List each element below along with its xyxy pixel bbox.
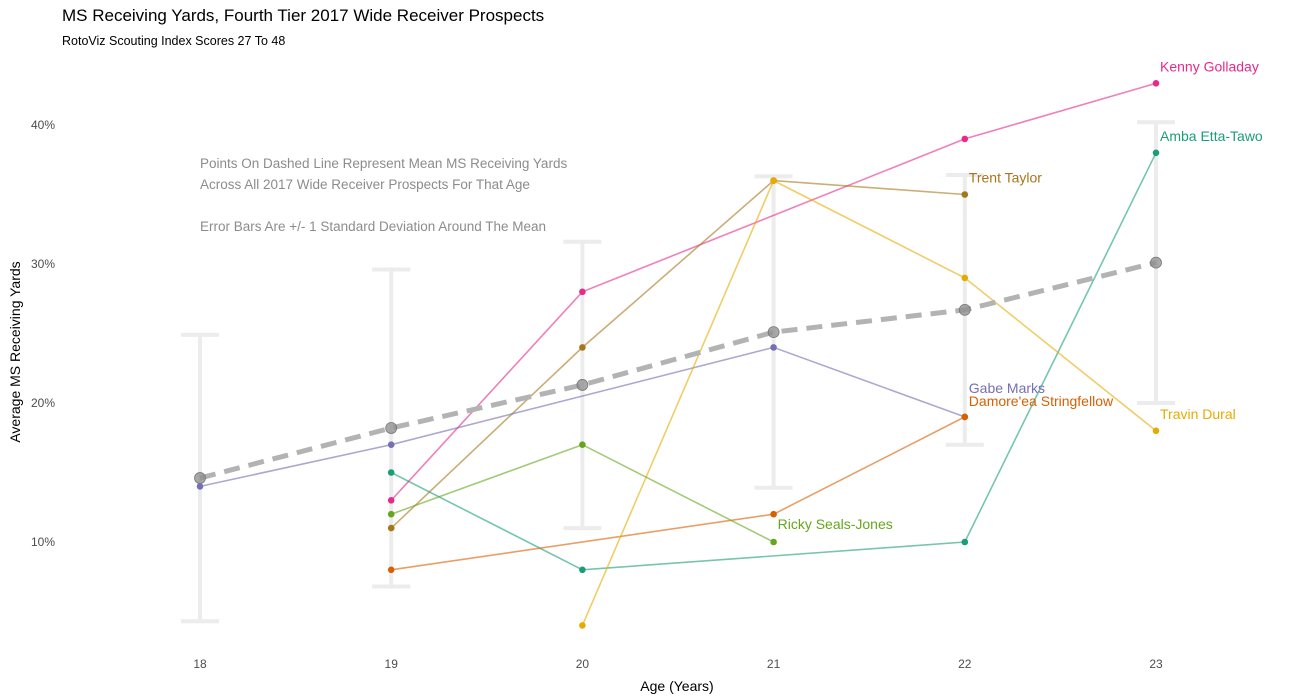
series-label: Ricky Seals-Jones bbox=[778, 516, 893, 532]
data-point bbox=[961, 135, 969, 143]
chart-subtitle: RotoViz Scouting Index Scores 27 To 48 bbox=[62, 34, 286, 48]
data-point bbox=[770, 510, 777, 518]
note-line-2: Across All 2017 Wide Receiver Prospects … bbox=[200, 177, 530, 192]
mean-point bbox=[958, 303, 971, 316]
x-tick-label: 22 bbox=[958, 657, 972, 671]
series-lines bbox=[199, 82, 1157, 626]
chart-title: MS Receiving Yards, Fourth Tier 2017 Wid… bbox=[62, 6, 545, 25]
data-point bbox=[387, 469, 395, 476]
series-label: Travin Dural bbox=[1160, 406, 1236, 422]
x-tick-label: 21 bbox=[767, 657, 781, 671]
data-point bbox=[196, 483, 204, 490]
series-label: Amba Etta-Tawo bbox=[1160, 128, 1263, 144]
data-point bbox=[387, 441, 395, 449]
series-line bbox=[199, 346, 966, 488]
data-point bbox=[579, 622, 586, 629]
mean-point bbox=[576, 379, 589, 391]
data-point bbox=[1152, 149, 1160, 157]
series-line bbox=[390, 82, 1157, 501]
mean-point bbox=[385, 422, 398, 434]
series-labels: Kenny Golladay Amba Etta-Tawo Trent Taylor… bbox=[778, 58, 1263, 532]
series-label: Trent Taylor bbox=[969, 170, 1042, 186]
mean-point bbox=[194, 472, 206, 484]
data-point bbox=[387, 497, 395, 504]
data-point bbox=[1152, 427, 1160, 435]
y-tick-label: 30% bbox=[31, 257, 55, 271]
x-axis-ticks: 18 19 20 21 22 23 bbox=[193, 657, 1163, 671]
data-point bbox=[387, 524, 395, 532]
series-points bbox=[196, 80, 1160, 629]
series-label: Gabe Marks bbox=[969, 380, 1045, 396]
series-label: Kenny Golladay bbox=[1160, 58, 1259, 74]
y-tick-label: 40% bbox=[31, 118, 55, 132]
series-label: Damore'ea Stringfellow bbox=[969, 393, 1114, 409]
x-tick-label: 18 bbox=[193, 657, 207, 671]
x-tick-label: 23 bbox=[1149, 657, 1163, 671]
data-point bbox=[1152, 80, 1160, 87]
data-point bbox=[961, 538, 969, 546]
data-point bbox=[387, 566, 395, 574]
y-axis-ticks: 10% 20% 30% 40% bbox=[31, 118, 55, 549]
series-line bbox=[390, 179, 965, 529]
data-point bbox=[579, 344, 586, 351]
note-line-1: Points On Dashed Line Represent Mean MS … bbox=[200, 156, 567, 171]
mean-point bbox=[767, 326, 780, 339]
data-point bbox=[579, 566, 586, 574]
y-tick-label: 20% bbox=[31, 396, 55, 410]
x-axis-title: Age (Years) bbox=[640, 678, 713, 694]
x-tick-label: 19 bbox=[385, 657, 399, 671]
data-point bbox=[961, 191, 969, 198]
mean-line-group bbox=[194, 256, 1162, 484]
series-line bbox=[390, 152, 1157, 571]
y-axis-title: Average MS Receiving Yards bbox=[7, 261, 23, 442]
series-line bbox=[581, 179, 1157, 626]
data-point bbox=[770, 177, 777, 184]
y-tick-label: 10% bbox=[31, 535, 55, 549]
mean-dashed-line bbox=[199, 260, 1157, 481]
data-point bbox=[579, 441, 586, 449]
data-point bbox=[961, 274, 969, 282]
data-point bbox=[770, 538, 777, 546]
data-point bbox=[579, 288, 586, 296]
x-tick-label: 20 bbox=[576, 657, 590, 671]
mean-point bbox=[1150, 256, 1162, 269]
data-point bbox=[770, 344, 777, 351]
note-line-3: Error Bars Are +/- 1 Standard Deviation … bbox=[200, 219, 546, 234]
data-point bbox=[961, 413, 969, 421]
data-point bbox=[387, 510, 395, 518]
